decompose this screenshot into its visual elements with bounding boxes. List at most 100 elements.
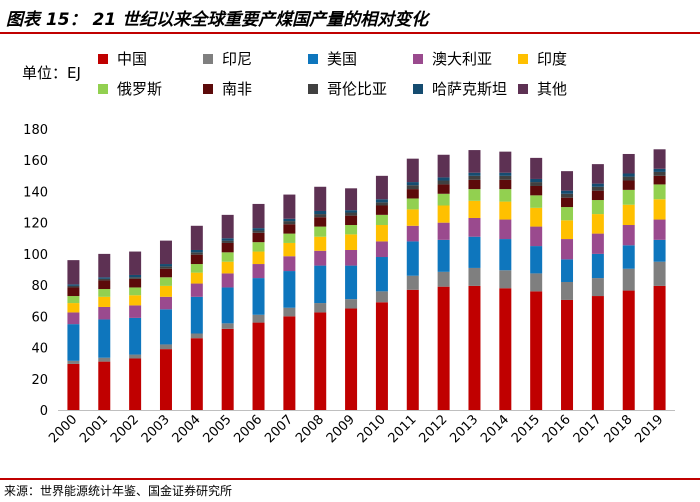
bar-segment — [653, 175, 666, 185]
legend-swatch — [98, 83, 108, 94]
bar-segment — [221, 287, 234, 324]
bar-segment — [406, 182, 419, 186]
legend-swatch — [98, 53, 108, 64]
bar-segment — [468, 175, 481, 180]
x-tick-label: 2014 — [478, 412, 512, 446]
legend-label: 其他 — [537, 80, 568, 98]
bar-segment — [499, 270, 512, 289]
bar-segment — [252, 230, 265, 233]
x-tick-label: 2001 — [77, 412, 111, 446]
x-tick-label: 2003 — [139, 412, 173, 446]
bar-segment — [375, 205, 388, 215]
legend-swatch — [413, 53, 423, 64]
bar-segment — [159, 309, 172, 345]
source-note: 来源：世界能源统计年鉴、国金证券研究所 — [4, 484, 233, 498]
bar-segment — [345, 249, 358, 266]
x-tick-label: 2018 — [602, 412, 636, 446]
y-tick-label: 120 — [23, 217, 48, 232]
bar-segment — [530, 185, 543, 196]
bar-segment — [98, 277, 111, 279]
bar-segment — [561, 239, 574, 260]
bar-segment — [159, 285, 172, 297]
bar-segment — [591, 233, 604, 254]
bar-segment — [591, 296, 604, 410]
bar-segment — [375, 291, 388, 303]
bar-segment — [468, 189, 481, 201]
bar-segment — [314, 226, 327, 237]
stacked-bar-chart: 0 20 40 60 80 100 120 140 160 180 2000200120022003… — [23, 123, 675, 446]
bar-segment — [314, 265, 327, 304]
bar-segment — [468, 217, 481, 237]
y-tick-label: 0 — [40, 404, 48, 419]
bar-segment — [375, 214, 388, 226]
bar-segment — [283, 256, 296, 272]
bar-segment — [591, 200, 604, 215]
x-tick-label: 2012 — [416, 412, 450, 446]
bar-segment — [252, 203, 265, 229]
legend-label: 澳大利亚 — [432, 50, 493, 68]
bar-segment — [345, 308, 358, 410]
bar-segment — [499, 151, 512, 173]
bar-segment — [406, 241, 419, 276]
x-tick-label: 2005 — [200, 412, 234, 446]
legend-swatch — [308, 83, 318, 94]
bar-segment — [67, 324, 80, 361]
y-tick-label: 160 — [23, 154, 48, 169]
bar-segment — [468, 179, 481, 190]
y-tick-label: 100 — [23, 248, 48, 263]
bar-segment — [468, 150, 481, 173]
bar-segment — [190, 225, 203, 250]
bar-segment — [98, 361, 111, 410]
legend-label: 哥伦比亚 — [327, 80, 388, 98]
bar-segment — [129, 358, 142, 410]
x-tick-label: 2015 — [509, 412, 543, 446]
bar-segment — [653, 184, 666, 200]
bar-segment — [561, 220, 574, 240]
bar-segment — [468, 200, 481, 218]
bar-segment — [67, 285, 80, 288]
bar-segment — [283, 242, 296, 257]
bar-segment — [499, 219, 512, 240]
bar-segment — [98, 253, 111, 278]
legend-swatch — [308, 53, 318, 64]
bar-segment — [622, 204, 635, 226]
bar-segment — [406, 189, 419, 199]
bar-segment — [283, 194, 296, 219]
bar-segment — [375, 225, 388, 242]
bar-segment — [159, 266, 172, 269]
legend-item: 澳大利亚 — [413, 48, 492, 69]
bar-segment — [98, 319, 111, 358]
bar-segment — [622, 268, 635, 291]
x-tick-label: 2017 — [571, 412, 605, 446]
bar-segment — [406, 289, 419, 410]
bar-segment — [530, 226, 543, 247]
legend-item: 哈萨克斯坦 — [413, 78, 507, 99]
bar-segment — [406, 198, 419, 210]
legend-item: 中国 — [98, 48, 147, 69]
bar-segment — [283, 221, 296, 225]
bar-segment — [129, 251, 142, 275]
bar-segment — [314, 303, 327, 313]
bar-segment — [98, 357, 111, 362]
bar-segment — [190, 283, 203, 297]
bar-segment — [375, 199, 388, 203]
bar-segment — [561, 299, 574, 410]
legend-label: 美国 — [327, 50, 358, 68]
bar-segment — [622, 189, 635, 205]
bar-segment — [283, 316, 296, 410]
bar-segment — [437, 271, 450, 287]
bar-segment — [561, 259, 574, 282]
bar-segment — [221, 261, 234, 274]
bar-segment — [159, 349, 172, 410]
legend-swatch — [518, 83, 528, 94]
bar-segment — [252, 228, 265, 231]
bar-segment — [98, 289, 111, 297]
bar-segment — [591, 186, 604, 191]
bar-segment — [67, 287, 80, 297]
bar-segment — [221, 328, 234, 410]
bar-segment — [437, 239, 450, 272]
legend-label: 俄罗斯 — [117, 80, 163, 98]
bar-segment — [345, 234, 358, 250]
bar-segment — [375, 175, 388, 200]
bar-segment — [499, 189, 512, 202]
